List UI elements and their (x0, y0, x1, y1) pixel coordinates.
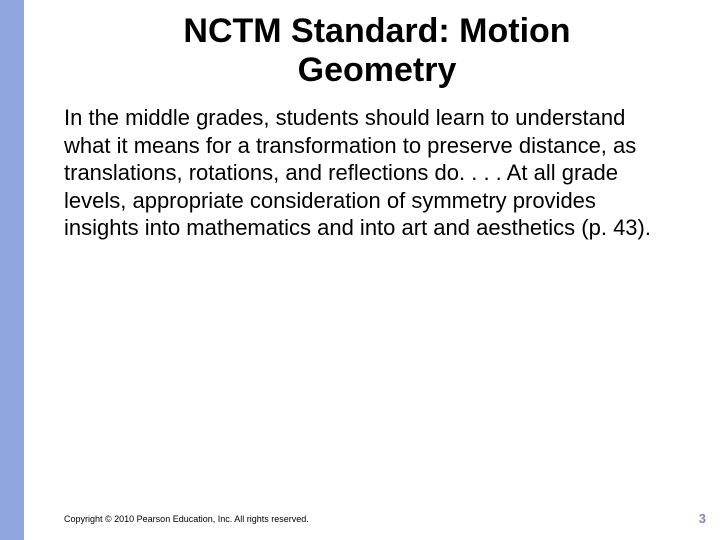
slide-body: In the middle grades, students should le… (64, 104, 690, 242)
copyright-text: Copyright © 2010 Pearson Education, Inc.… (64, 514, 309, 524)
page-number: 3 (699, 511, 706, 526)
content-area: NCTM Standard: Motion Geometry In the mi… (24, 0, 720, 540)
slide-title: NCTM Standard: Motion Geometry (64, 12, 690, 90)
left-stripe (0, 0, 24, 540)
